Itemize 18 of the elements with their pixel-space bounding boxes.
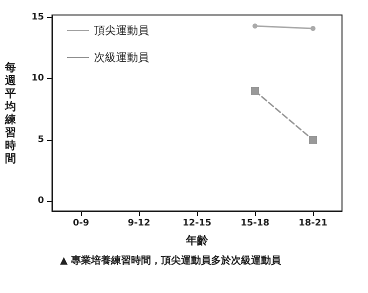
- y-axis-title: 每週平均練習時間: [4, 61, 17, 165]
- legend-label: 頂尖運動員: [94, 24, 149, 37]
- point: [309, 136, 317, 144]
- x-tick-label: 12-15: [182, 218, 212, 228]
- x-tick-label: 9-12: [128, 218, 150, 228]
- x-tick-label: 15-18: [240, 218, 270, 228]
- x-tick-label: 0-9: [72, 218, 90, 228]
- y-tick-label: 0: [38, 196, 44, 206]
- x-axis-title: 年齡: [185, 234, 209, 247]
- y-tick-label: 15: [31, 12, 44, 22]
- point: [310, 26, 316, 31]
- legend-label: 次級運動員: [94, 51, 149, 64]
- point: [251, 86, 259, 95]
- point: [252, 24, 258, 29]
- y-tick-label: 5: [38, 134, 44, 145]
- y-tick-label: 10: [31, 74, 44, 84]
- x-tick-label: 18-21: [298, 218, 328, 228]
- text: ▲ 專業培養練習時間，頂尖運動員多於次級運動員: [60, 254, 282, 266]
